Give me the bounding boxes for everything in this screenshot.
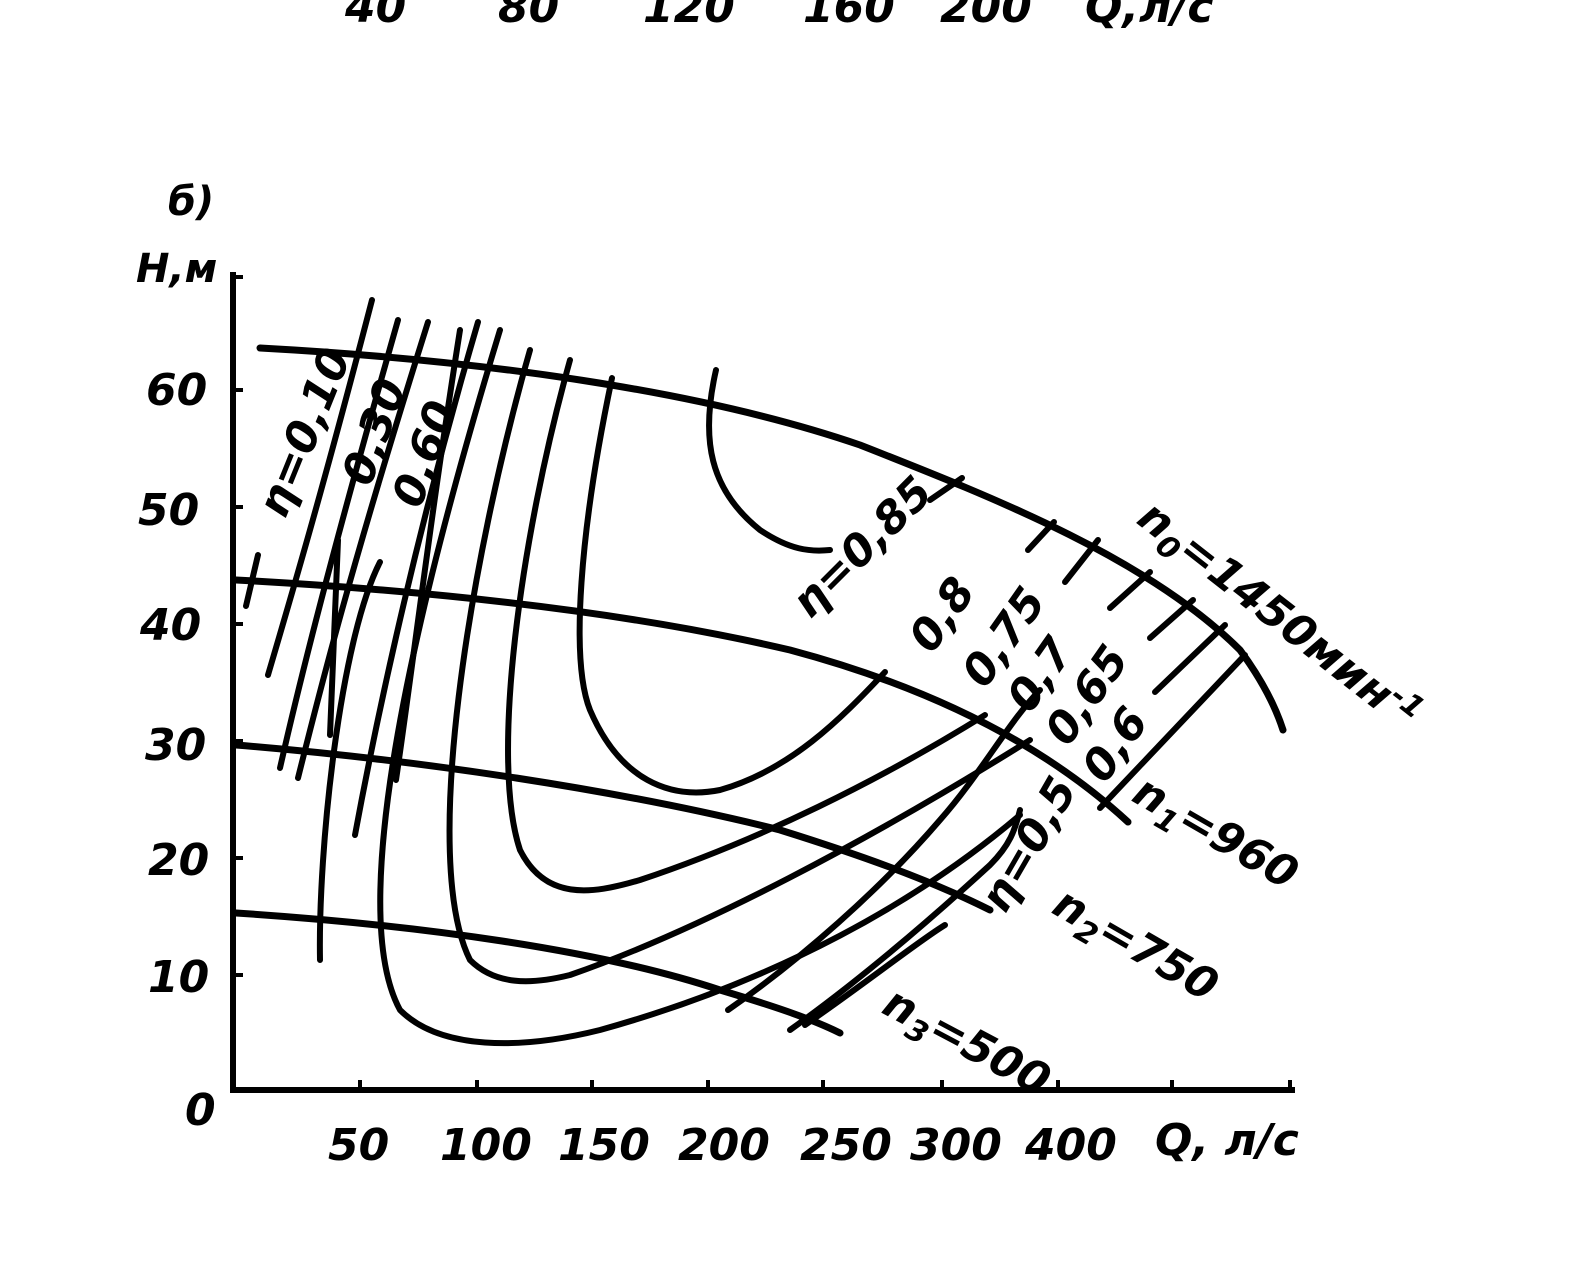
eff-line (327, 537, 341, 738)
origin-label: 0 (185, 1085, 216, 1136)
x-tick-label: 400 (1024, 1120, 1117, 1171)
top-axis-unit: Q,л/с (1085, 0, 1214, 33)
eff-line (277, 317, 401, 771)
eff-line (393, 327, 463, 783)
x-tick-label: 250 (800, 1120, 892, 1171)
x-ticks: 50 100 150 200 250 300 400 (328, 1080, 1292, 1171)
curve-mark (1025, 519, 1057, 553)
axes (230, 272, 1295, 1093)
y-tick-label: 40 (139, 600, 201, 651)
eff-curve-0.5 (377, 327, 1023, 1047)
eff-label: η=0,10 (248, 341, 362, 524)
eff-curve-0.6 (446, 347, 1033, 985)
x-tick-label: 200 (678, 1120, 770, 1171)
y-tick-label: 50 (138, 485, 199, 536)
panel-label: б) (168, 179, 214, 225)
eff-line (316, 559, 383, 963)
y-tick-label: 10 (148, 952, 209, 1003)
top-tick-label: 200 (940, 0, 1032, 33)
y-tick-label: 60 (146, 365, 207, 416)
y-axis-title: Н,м (136, 246, 217, 292)
y-tick-label: 30 (145, 720, 206, 771)
label-n1: n1=960 (1121, 765, 1307, 906)
n0-marks (927, 475, 1228, 695)
eff-line (243, 552, 261, 609)
eff-curve-0.65 (505, 357, 988, 894)
label-n1-rest: =960 (1170, 791, 1307, 900)
top-tick-label: 160 (803, 0, 895, 33)
eff-curve-0.85-top (705, 367, 833, 554)
x-tick-label: 50 (328, 1120, 389, 1171)
eff-curve-0.7 (576, 375, 888, 796)
curve-mark (927, 475, 965, 503)
curve-mark (1062, 537, 1101, 585)
efficiency-curves (243, 297, 1248, 1047)
curve-mark (1147, 597, 1196, 641)
x-tick-label: 150 (558, 1120, 650, 1171)
y-ticks: 10 20 30 40 50 60 (138, 275, 243, 1003)
y-tick-label: 20 (148, 835, 209, 886)
curve-mark (1107, 569, 1153, 611)
x-tick-label: 100 (440, 1120, 532, 1171)
label-n2-rest: =750 (1090, 903, 1227, 1012)
eff-line (265, 297, 375, 678)
eff-curve-0.85 (802, 922, 948, 1028)
label-n2: n2=750 (1041, 877, 1227, 1018)
curve-n2 (232, 741, 994, 914)
top-tick-label: 40 (344, 0, 406, 33)
x-tick-label: 300 (910, 1120, 1002, 1171)
eff-curve-0.8 (787, 807, 1023, 1033)
top-axis-fragment: 40 80 120 160 200 Q,л/с (344, 0, 1214, 33)
eff-line (352, 319, 481, 838)
top-tick-label: 120 (643, 0, 735, 33)
curve-n1 (232, 576, 1132, 826)
eff-curve-0.75 (725, 687, 1043, 1013)
x-axis-title: Q, л/с (1155, 1115, 1299, 1166)
curve-mark (1152, 622, 1228, 695)
curve-n3 (232, 909, 844, 1037)
eff-line-right (1097, 652, 1248, 811)
eff-line (295, 319, 431, 781)
top-tick-label: 80 (498, 0, 559, 33)
